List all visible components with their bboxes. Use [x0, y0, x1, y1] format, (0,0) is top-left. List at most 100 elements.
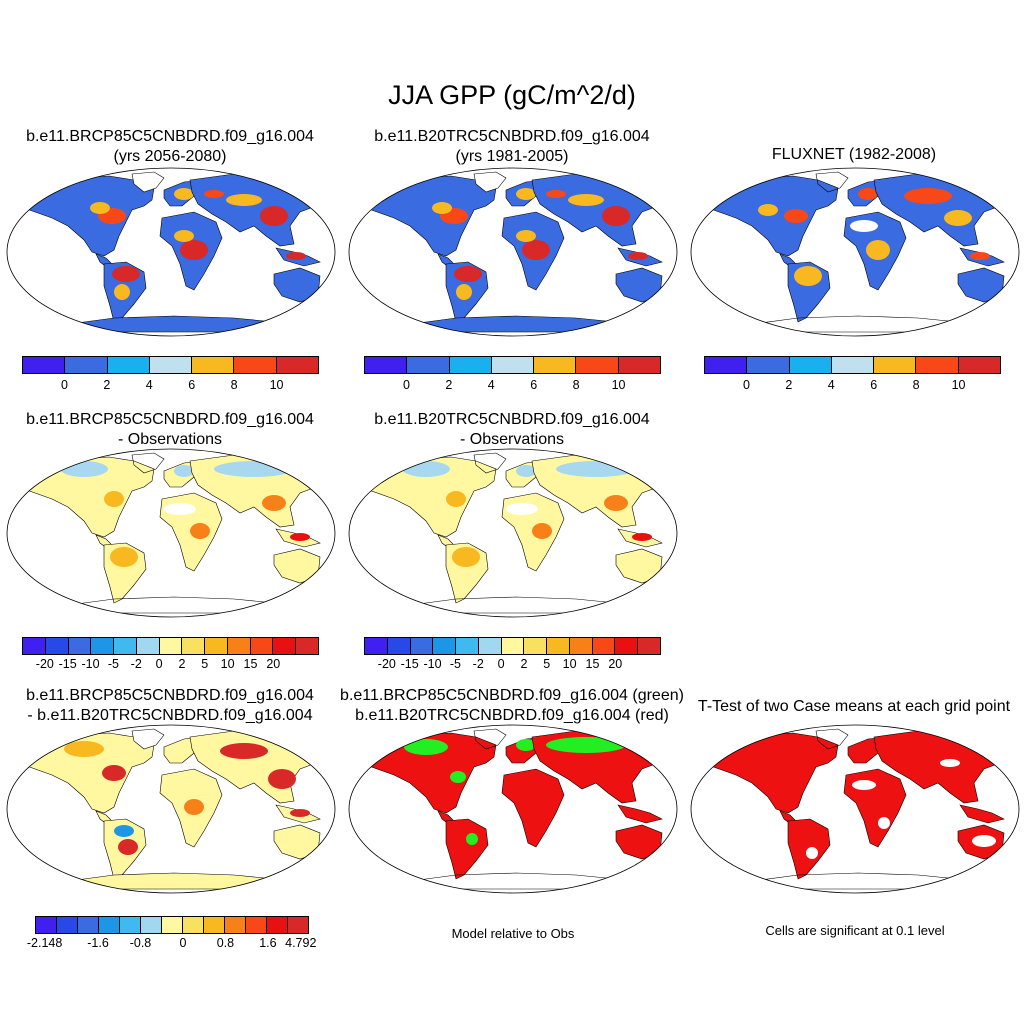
colorbar-tick-label: -5 — [449, 657, 461, 671]
field-patch — [90, 202, 110, 214]
colorbar-tick-label: 20 — [608, 657, 623, 671]
panel-7-title: b.e11.BRCP85C5CNBDRD.f09_g16.004 (green)… — [330, 686, 694, 726]
colorbar-swatch — [296, 638, 318, 654]
globe-border — [348, 167, 678, 337]
field-patch — [262, 495, 286, 511]
land-seAsia — [617, 804, 663, 824]
colorbar-swatch — [36, 917, 57, 933]
colorbar-tick-label: -20 — [377, 657, 396, 671]
colorbar-swatch — [387, 638, 411, 654]
field-patch — [446, 491, 466, 507]
panel-4-title-line2: - Observations — [117, 431, 223, 448]
field-patch — [516, 739, 536, 751]
colorbar-tick-label: 0.8 — [216, 936, 235, 950]
panel-4-title: b.e11.BRCP85C5CNBDRD.f09_g16.004 - Obser… — [0, 410, 340, 450]
panel-6-title: b.e11.BRCP85C5CNBDRD.f09_g16.004 - b.e11… — [0, 686, 340, 726]
panel-3-title: FLUXNET (1982-2008) — [684, 145, 1024, 165]
field-patch — [112, 266, 140, 282]
land-greenland — [131, 728, 165, 750]
field-patch — [516, 188, 536, 200]
globe-border — [348, 724, 678, 894]
field-patch — [546, 190, 566, 198]
colorbar-tick-label: 6 — [870, 378, 878, 392]
land-africa — [501, 768, 565, 848]
colorbar-swatch — [136, 638, 160, 654]
colorbar-swatch — [68, 638, 92, 654]
field-patch — [174, 230, 194, 242]
field-patch — [794, 266, 822, 286]
colorbar-tick-label: -20 — [35, 657, 54, 671]
field-patch — [450, 771, 466, 783]
field-patch — [632, 533, 652, 541]
colorbar-fluxnet-gpp-labels: 0 2 4 6 8 10 — [704, 378, 1001, 394]
field-patch — [516, 465, 536, 477]
colorbar-swatch — [478, 638, 502, 654]
note-model-relative-obs: Model relative to Obs — [451, 926, 575, 941]
colorbar-tick-label: 2 — [178, 657, 186, 671]
field-patch — [866, 240, 890, 260]
colorbar-swatch — [276, 357, 318, 373]
colorbar-swatch — [618, 357, 660, 373]
map-t-test-significance — [690, 724, 1020, 894]
land-northAmerica — [23, 456, 155, 538]
field-patch — [852, 780, 876, 790]
panel-2-title-line2: (yrs 1981-2005) — [455, 148, 569, 165]
field-patch — [556, 461, 636, 477]
field-patch — [214, 461, 294, 477]
panel-1-title-line2: (yrs 2056-2080) — [113, 148, 227, 165]
colorbar-swatch — [547, 638, 570, 654]
land-northAmerica — [23, 175, 155, 257]
field-patch — [522, 240, 550, 260]
colorbar-tick-label: -10 — [423, 657, 442, 671]
panel-6-title-line2: - b.e11.B20TRC5CNBDRD.f09_g16.004 — [27, 707, 313, 724]
colorbar-swatch — [916, 357, 959, 373]
colorbar-swatch — [246, 917, 267, 933]
colorbar-swatch — [705, 357, 748, 373]
colorbar-tick-label: 4.792 — [285, 936, 317, 950]
colorbar-swatch — [449, 357, 492, 373]
colorbar-swatch — [45, 638, 69, 654]
field-patch — [64, 741, 104, 757]
map-case-difference — [6, 724, 336, 894]
globe-border — [6, 448, 336, 618]
colorbar-swatch — [267, 917, 288, 933]
field-patch — [944, 210, 972, 226]
land-greenland — [473, 728, 507, 750]
field-patch — [568, 194, 604, 206]
colorbar-case-difference-labels: -2.148 -1.6 -0.8 0 0.8 1.6 4.792 — [27, 936, 317, 952]
land-northAmerica — [707, 732, 839, 814]
panel-7-title-line2: b.e11.B20TRC5CNBDRD.f09_g16.004 (red) — [355, 707, 669, 724]
colorbar-tick-label: -10 — [81, 657, 100, 671]
colorbar-swatch — [227, 638, 251, 654]
colorbar-swatch — [592, 638, 616, 654]
land-greenland — [473, 452, 507, 474]
colorbar-tick-label: 10 — [562, 657, 577, 671]
land-greenland — [131, 171, 165, 193]
colorbar-swatch — [205, 638, 228, 654]
colorbar-swatch — [288, 917, 308, 933]
panel-2-title: b.e11.B20TRC5CNBDRD.f09_g16.004 (yrs 198… — [342, 127, 682, 167]
field-patch — [758, 204, 778, 216]
colorbar-rcp85-minus-obs — [22, 637, 319, 655]
panel-3-title-line1: FLUXNET (1982-2008) — [771, 146, 937, 163]
colorbar-swatch — [433, 638, 457, 654]
colorbar-swatch — [78, 917, 99, 933]
colorbar-tick-label: 0 — [60, 378, 68, 392]
colorbar-swatch — [65, 357, 108, 373]
colorbar-rcp85-minus-obs-labels: -20 -15 -10 -5 -2 0 2 5 10 15 20 — [22, 657, 319, 673]
land-northAmerica — [365, 175, 497, 257]
field-patch — [432, 202, 452, 214]
colorbar-swatch — [114, 638, 137, 654]
colorbar-tick-label: -2 — [130, 657, 142, 671]
panel-7-title-line1: b.e11.BRCP85C5CNBDRD.f09_g16.004 (green) — [340, 687, 684, 704]
field-patch — [110, 547, 138, 567]
field-patch — [466, 833, 478, 845]
colorbar-swatch — [204, 917, 225, 933]
field-patch — [878, 817, 890, 829]
field-patch — [226, 194, 262, 206]
colorbar-tick-label: 0 — [497, 657, 505, 671]
colorbar-swatch — [365, 638, 388, 654]
panel-2-title-line1: b.e11.B20TRC5CNBDRD.f09_g16.004 — [374, 128, 650, 145]
field-patch — [602, 206, 630, 226]
colorbar-tick-label: -2 — [472, 657, 484, 671]
